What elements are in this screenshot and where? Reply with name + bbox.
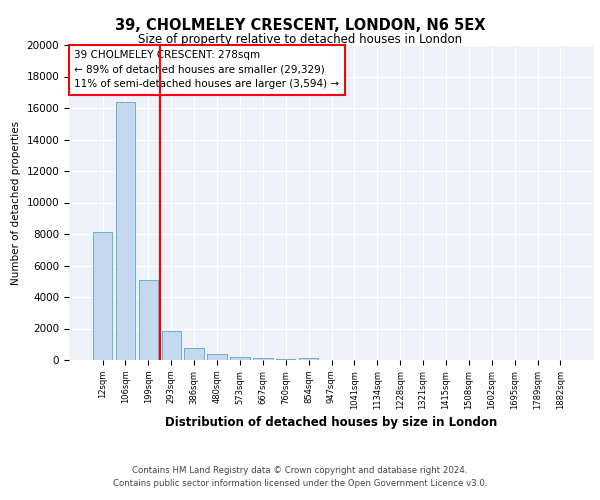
Text: 39 CHOLMELEY CRESCENT: 278sqm
← 89% of detached houses are smaller (29,329)
11% : 39 CHOLMELEY CRESCENT: 278sqm ← 89% of d… <box>74 50 340 90</box>
Text: Contains HM Land Registry data © Crown copyright and database right 2024.
Contai: Contains HM Land Registry data © Crown c… <box>113 466 487 487</box>
Text: Size of property relative to detached houses in London: Size of property relative to detached ho… <box>138 32 462 46</box>
Bar <box>161 331 181 360</box>
Y-axis label: Number of detached properties: Number of detached properties <box>11 120 21 284</box>
Bar <box>93 232 112 360</box>
Bar <box>299 358 319 360</box>
Bar <box>208 354 227 360</box>
Bar <box>139 280 158 360</box>
Bar <box>276 359 295 360</box>
Bar <box>230 357 250 360</box>
Bar <box>184 348 204 360</box>
X-axis label: Distribution of detached houses by size in London: Distribution of detached houses by size … <box>166 416 497 429</box>
Bar <box>116 102 135 360</box>
Bar <box>253 358 272 360</box>
Text: 39, CHOLMELEY CRESCENT, LONDON, N6 5EX: 39, CHOLMELEY CRESCENT, LONDON, N6 5EX <box>115 18 485 32</box>
